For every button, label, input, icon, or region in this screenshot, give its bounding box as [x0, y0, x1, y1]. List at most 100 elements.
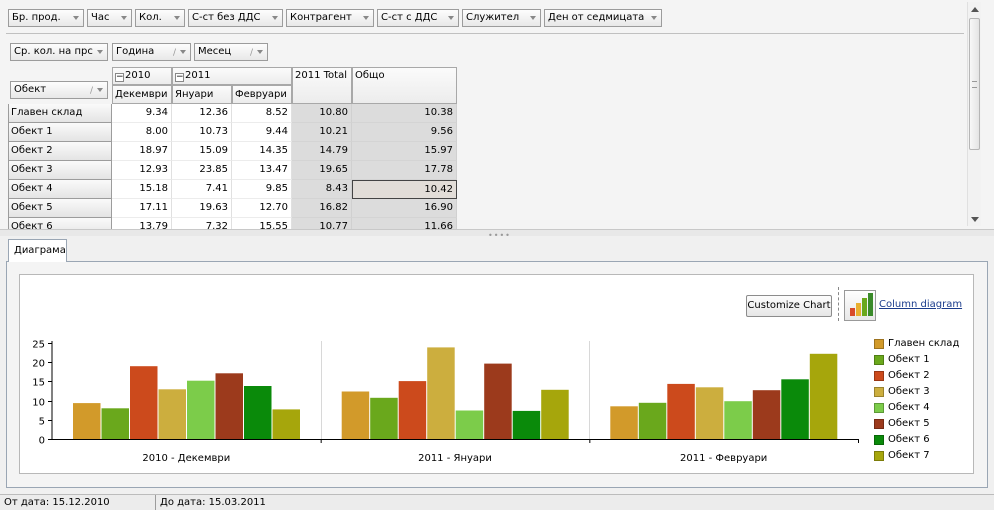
- col-header-year-2010[interactable]: −2010: [112, 67, 172, 85]
- pivot-cell[interactable]: 7.32: [172, 218, 232, 229]
- pivot-cell[interactable]: 13.47: [232, 161, 292, 180]
- pivot-cell[interactable]: 12.36: [172, 104, 232, 123]
- legend-label: Главен склад: [888, 338, 960, 349]
- field-label: Обект: [14, 84, 47, 95]
- bar: [484, 363, 512, 439]
- row-header[interactable]: Обект 5: [8, 199, 112, 218]
- field-label: Кол.: [139, 12, 162, 23]
- vertical-scrollbar[interactable]: [967, 2, 981, 226]
- data-field-avg-quantity[interactable]: Ср. кол. на прс: [10, 43, 108, 61]
- pivot-cell[interactable]: 15.18: [112, 180, 172, 199]
- pivot-cell[interactable]: 23.85: [172, 161, 232, 180]
- bar: [781, 379, 809, 439]
- bar: [541, 389, 569, 439]
- pivot-cell[interactable]: 10.21: [292, 123, 352, 142]
- filter-field-cost-without-vat[interactable]: С-ст без ДДС: [188, 9, 283, 27]
- pivot-cell[interactable]: 18.97: [112, 142, 172, 161]
- filter-field-quantity[interactable]: Кол.: [135, 9, 185, 27]
- col-header-year-2011[interactable]: −2011: [172, 67, 292, 85]
- pivot-cell[interactable]: 15.97: [352, 142, 457, 161]
- bar: [158, 389, 186, 439]
- pivot-cell[interactable]: 10.42: [352, 180, 457, 199]
- tab-diagram[interactable]: Диаграма: [8, 239, 67, 262]
- col-header-2011-total[interactable]: 2011 Total: [292, 67, 352, 104]
- bar: [130, 366, 158, 439]
- bar: [101, 408, 129, 439]
- col-header-month[interactable]: Февруари: [232, 85, 292, 104]
- legend-item: Обект 2: [874, 369, 959, 385]
- col-header-month[interactable]: Декември: [112, 85, 172, 104]
- customize-chart-button[interactable]: Customize Chart: [746, 295, 832, 317]
- pivot-cell[interactable]: 9.44: [232, 123, 292, 142]
- y-tick-label: 20: [32, 359, 45, 370]
- filter-field-hour[interactable]: Час: [87, 9, 132, 27]
- pivot-cell[interactable]: 11.66: [352, 218, 457, 229]
- pivot-cell[interactable]: 12.70: [232, 199, 292, 218]
- y-tick-label: 0: [39, 436, 45, 447]
- pivot-cell[interactable]: 9.34: [112, 104, 172, 123]
- row-header[interactable]: Обект 4: [8, 180, 112, 199]
- panel-splitter[interactable]: ••••: [0, 230, 994, 240]
- pivot-cell[interactable]: 14.35: [232, 142, 292, 161]
- y-tick-label: 5: [39, 417, 45, 428]
- row-header[interactable]: Обект 2: [8, 142, 112, 161]
- pivot-cell[interactable]: 12.93: [112, 161, 172, 180]
- pivot-cell[interactable]: 7.41: [172, 180, 232, 199]
- legend-swatch: [874, 403, 884, 413]
- pivot-cell[interactable]: 19.63: [172, 199, 232, 218]
- pivot-cell[interactable]: 15.55: [232, 218, 292, 229]
- y-tick-label: 10: [32, 398, 45, 409]
- row-header[interactable]: Главен склад: [8, 104, 112, 123]
- pivot-cell[interactable]: 14.79: [292, 142, 352, 161]
- col-header-grand-total[interactable]: Общо: [352, 67, 457, 104]
- dropdown-arrow-icon: [174, 16, 180, 20]
- column-chart-icon[interactable]: [844, 290, 876, 321]
- scroll-down-icon[interactable]: [971, 217, 979, 222]
- pivot-cell[interactable]: 10.80: [292, 104, 352, 123]
- filter-field-weekday[interactable]: Ден от седмицата: [544, 9, 662, 27]
- pivot-cell[interactable]: 8.52: [232, 104, 292, 123]
- dropdown-arrow-icon: [651, 16, 657, 20]
- pivot-cell[interactable]: 13.79: [112, 218, 172, 229]
- chart-legend: Главен склад Обект 1 Обект 2 Обект 3 Обект 4…: [874, 337, 959, 465]
- bar: [695, 387, 724, 439]
- pivot-cell[interactable]: 9.85: [232, 180, 292, 199]
- filter-field-sales-count[interactable]: Бр. прод.: [8, 9, 84, 27]
- row-header[interactable]: Обект 6: [8, 218, 112, 229]
- legend-swatch: [874, 339, 884, 349]
- pivot-cell[interactable]: 8.43: [292, 180, 352, 199]
- filter-field-employee[interactable]: Служител: [462, 9, 541, 27]
- bar: [187, 380, 215, 439]
- filter-field-cost-with-vat[interactable]: С-ст с ДДС: [377, 9, 459, 27]
- row-header[interactable]: Обект 3: [8, 161, 112, 180]
- pivot-cell[interactable]: 8.00: [112, 123, 172, 142]
- legend-swatch: [874, 419, 884, 429]
- column-diagram-link[interactable]: Column diagram: [879, 299, 963, 310]
- column-field-month[interactable]: Месец /: [194, 43, 268, 61]
- pivot-cell[interactable]: 15.09: [172, 142, 232, 161]
- collapse-icon[interactable]: −: [175, 72, 184, 82]
- field-label: Бр. прод.: [12, 12, 61, 23]
- pivot-cell[interactable]: 10.73: [172, 123, 232, 142]
- row-field-object[interactable]: Обект /: [10, 81, 108, 99]
- pivot-cell[interactable]: 19.65: [292, 161, 352, 180]
- legend-item: Обект 5: [874, 417, 959, 433]
- legend-label: Обект 5: [888, 418, 930, 429]
- scroll-up-icon[interactable]: [971, 7, 979, 12]
- col-header-month[interactable]: Януари: [172, 85, 232, 104]
- scroll-thumb[interactable]: [969, 18, 980, 150]
- pivot-cell[interactable]: 17.11: [112, 199, 172, 218]
- collapse-icon[interactable]: −: [115, 72, 124, 82]
- pivot-cell[interactable]: 16.90: [352, 199, 457, 218]
- filter-field-counterparty[interactable]: Контрагент: [286, 9, 374, 27]
- bar: [341, 391, 370, 439]
- bar: [610, 406, 638, 439]
- pivot-cell[interactable]: 10.77: [292, 218, 352, 229]
- row-header[interactable]: Обект 1: [8, 123, 112, 142]
- pivot-cell[interactable]: 10.38: [352, 104, 457, 123]
- pivot-cell[interactable]: 16.82: [292, 199, 352, 218]
- pivot-cell[interactable]: 9.56: [352, 123, 457, 142]
- pivot-cell[interactable]: 17.78: [352, 161, 457, 180]
- column-field-year[interactable]: Година /: [112, 43, 191, 61]
